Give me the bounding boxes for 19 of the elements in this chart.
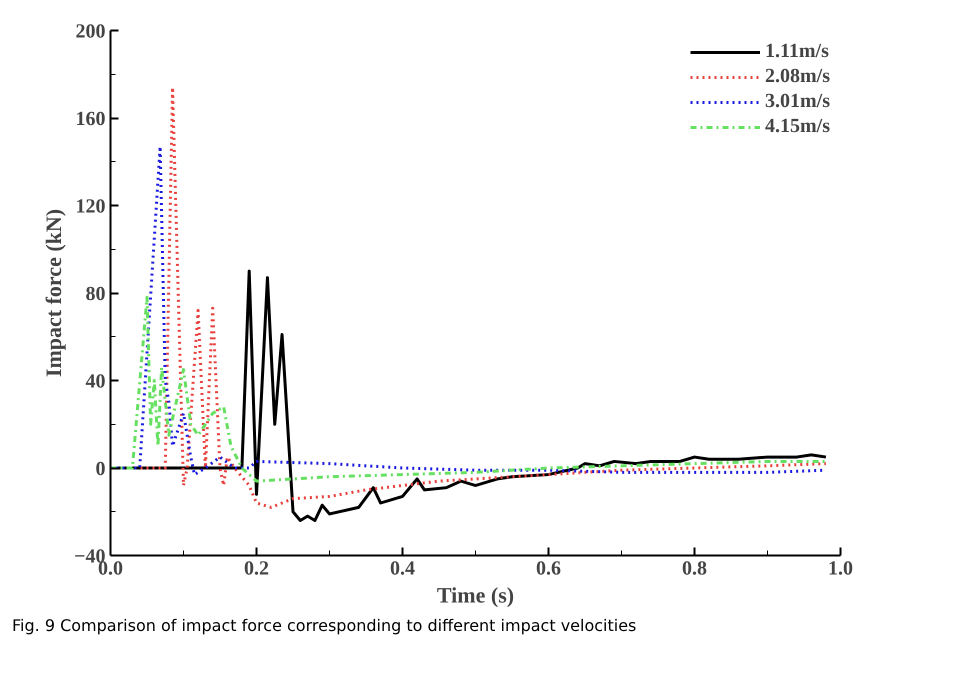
x-tick-label: 0.8 (682, 558, 707, 580)
x-axis-title: Time (s) (436, 582, 514, 608)
x-tick-label: 0.2 (244, 558, 269, 580)
y-tick-label: 200 (76, 20, 106, 42)
x-tick-label: 0.6 (536, 558, 561, 580)
legend-label: 4.15m/s (765, 115, 830, 138)
y-tick-label: 80 (86, 283, 106, 305)
y-tick-label: 120 (76, 196, 106, 218)
legend-label: 2.08m/s (765, 65, 830, 88)
y-tick-label: 0 (96, 458, 106, 480)
y-tick-label: 160 (76, 108, 106, 130)
y-tick-label: 40 (86, 370, 106, 392)
x-tick-label: 1.0 (828, 558, 853, 580)
line-series (110, 296, 828, 483)
legend-label: 1.11m/s (765, 40, 829, 63)
legend-label: 3.01m/s (765, 90, 830, 113)
y-axis-title: Impact force (kN) (41, 208, 66, 378)
caption: Fig. 9 Comparison of impact force corresponding to different impact velocities (12, 615, 636, 637)
x-tick-label: 0.4 (390, 558, 415, 580)
